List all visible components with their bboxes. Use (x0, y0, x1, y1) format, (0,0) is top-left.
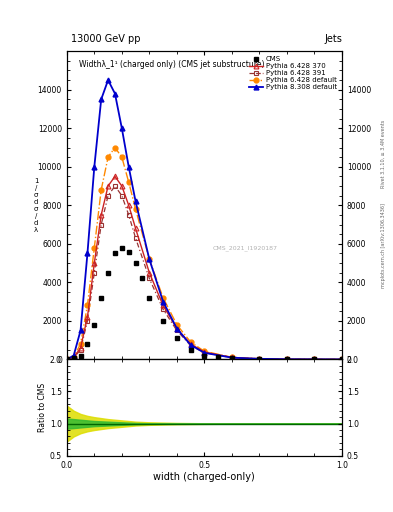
Text: mcplots.cern.ch [arXiv:1306.3436]: mcplots.cern.ch [arXiv:1306.3436] (381, 203, 386, 288)
Text: CMS_2021_I1920187: CMS_2021_I1920187 (213, 246, 277, 251)
Y-axis label: Ratio to CMS: Ratio to CMS (38, 383, 47, 432)
Text: Widthλ_1¹ (charged only) (CMS jet substructure): Widthλ_1¹ (charged only) (CMS jet substr… (79, 60, 264, 70)
Text: Rivet 3.1.10, ≥ 3.4M events: Rivet 3.1.10, ≥ 3.4M events (381, 119, 386, 188)
Y-axis label: 1
/
σ
d
σ
/
d
λ: 1 / σ d σ / d λ (34, 178, 39, 233)
Text: Jets: Jets (324, 33, 342, 44)
Legend: CMS, Pythia 6.428 370, Pythia 6.428 391, Pythia 6.428 default, Pythia 8.308 defa: CMS, Pythia 6.428 370, Pythia 6.428 391,… (248, 55, 338, 92)
X-axis label: width (charged-only): width (charged-only) (154, 472, 255, 482)
Text: 13000 GeV pp: 13000 GeV pp (71, 33, 140, 44)
